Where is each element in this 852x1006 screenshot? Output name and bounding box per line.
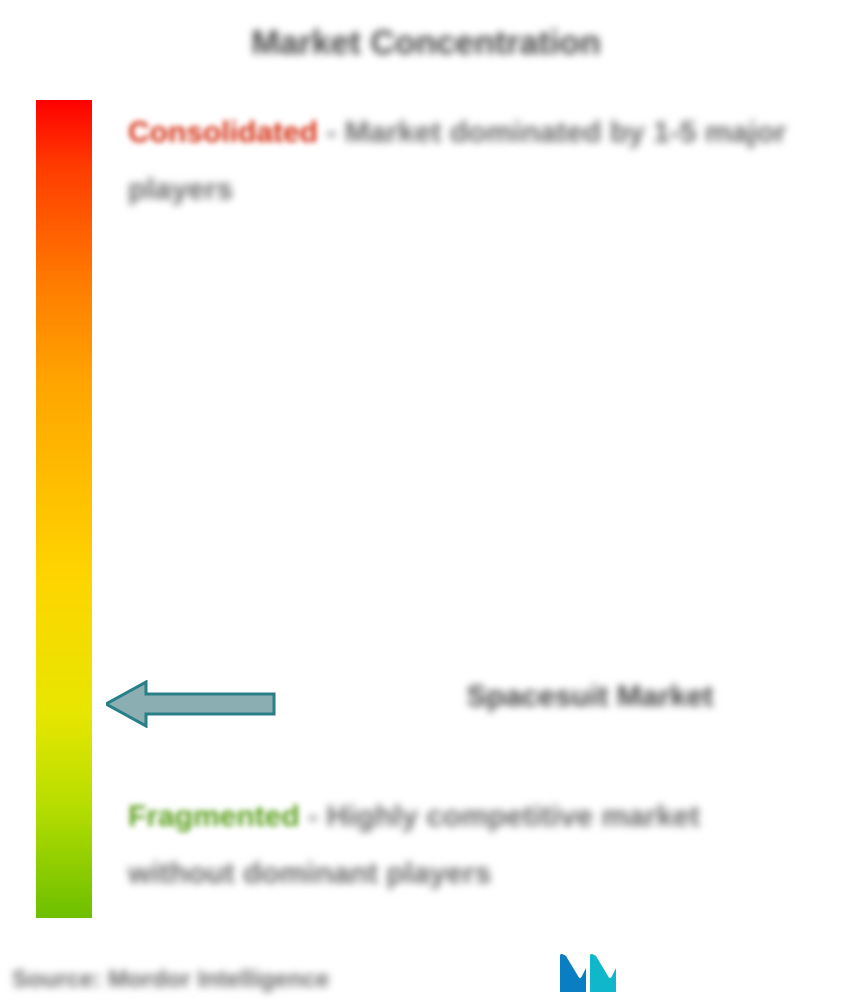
consolidated-highlight: Consolidated — [128, 116, 318, 149]
consolidated-caption: Consolidated - Market dominated by 1-5 m… — [128, 104, 788, 218]
concentration-gradient-bar — [36, 100, 92, 918]
pointer-arrow-icon — [106, 680, 276, 728]
source-attribution: Source: Mordor Intelligence — [12, 966, 329, 994]
infographic-root: Market Concentration Consolidated - Mark… — [0, 0, 852, 1006]
fragmented-caption: Fragmented - Highly competitive market w… — [128, 788, 788, 902]
fragmented-highlight: Fragmented — [128, 800, 300, 833]
brand-logo-icon — [556, 948, 620, 996]
market-name-label: Spacesuit Market — [380, 680, 800, 714]
chart-title: Market Concentration — [0, 24, 852, 63]
